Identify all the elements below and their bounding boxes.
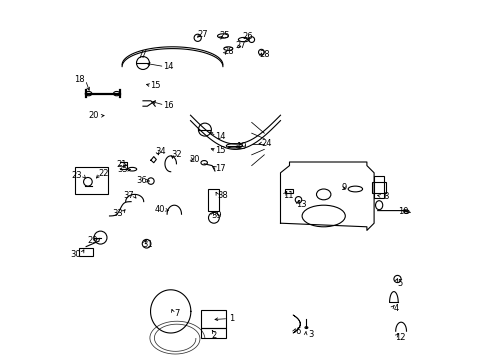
Text: 35: 35: [117, 166, 128, 175]
Text: 23: 23: [72, 171, 82, 180]
Text: 11: 11: [283, 191, 293, 199]
Text: 18: 18: [74, 76, 85, 85]
Text: 5: 5: [397, 279, 402, 288]
Text: 28: 28: [259, 50, 270, 59]
Text: 19: 19: [236, 143, 246, 152]
Text: 28: 28: [223, 47, 234, 56]
Text: 32: 32: [171, 150, 182, 159]
Text: 29: 29: [87, 236, 98, 245]
Text: 15: 15: [150, 81, 160, 90]
Bar: [201, 328, 226, 338]
Text: 13: 13: [295, 200, 306, 209]
Text: 16: 16: [163, 101, 173, 110]
Text: 34: 34: [155, 148, 166, 157]
Text: 14: 14: [163, 62, 173, 71]
Text: 6: 6: [294, 328, 300, 336]
Text: 37: 37: [123, 191, 134, 199]
Text: 14: 14: [214, 132, 225, 141]
Bar: [284, 189, 293, 193]
Text: 38: 38: [216, 191, 227, 199]
Bar: [371, 182, 385, 193]
Text: 10: 10: [398, 207, 408, 216]
Text: 33: 33: [112, 209, 123, 217]
Bar: [208, 189, 219, 211]
Text: 8: 8: [382, 192, 387, 201]
Text: 4: 4: [393, 305, 398, 313]
Text: 26: 26: [242, 32, 253, 41]
Text: 36: 36: [136, 176, 147, 185]
Text: 21: 21: [116, 161, 126, 170]
Text: 20: 20: [89, 112, 99, 120]
Text: 3: 3: [307, 330, 313, 338]
Text: 9: 9: [341, 184, 346, 193]
Bar: [79, 248, 93, 256]
Text: 25: 25: [219, 31, 229, 40]
Bar: [373, 176, 384, 198]
Text: 24: 24: [261, 139, 271, 148]
Text: 27: 27: [197, 30, 208, 39]
Text: 20: 20: [189, 155, 200, 163]
Text: 27: 27: [235, 41, 246, 50]
Text: 15: 15: [214, 146, 225, 155]
Bar: [201, 310, 226, 328]
Bar: [75, 167, 107, 194]
Text: 2: 2: [211, 331, 216, 340]
Text: 39: 39: [211, 211, 221, 220]
Text: 30: 30: [71, 251, 81, 259]
Text: 17: 17: [214, 164, 225, 173]
Text: 7: 7: [174, 310, 179, 319]
Text: 22: 22: [99, 169, 109, 178]
Text: 12: 12: [394, 333, 405, 342]
Text: 1: 1: [229, 314, 234, 323]
Text: 40: 40: [154, 205, 165, 214]
Text: 31: 31: [142, 240, 153, 248]
